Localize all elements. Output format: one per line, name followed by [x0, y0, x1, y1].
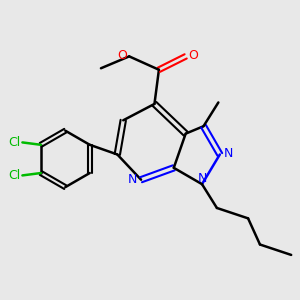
Text: N: N — [128, 172, 137, 186]
Text: O: O — [188, 49, 198, 62]
Text: O: O — [117, 49, 127, 62]
Text: Cl: Cl — [8, 136, 20, 149]
Text: N: N — [198, 172, 207, 185]
Text: Cl: Cl — [8, 169, 20, 182]
Text: N: N — [224, 147, 233, 161]
